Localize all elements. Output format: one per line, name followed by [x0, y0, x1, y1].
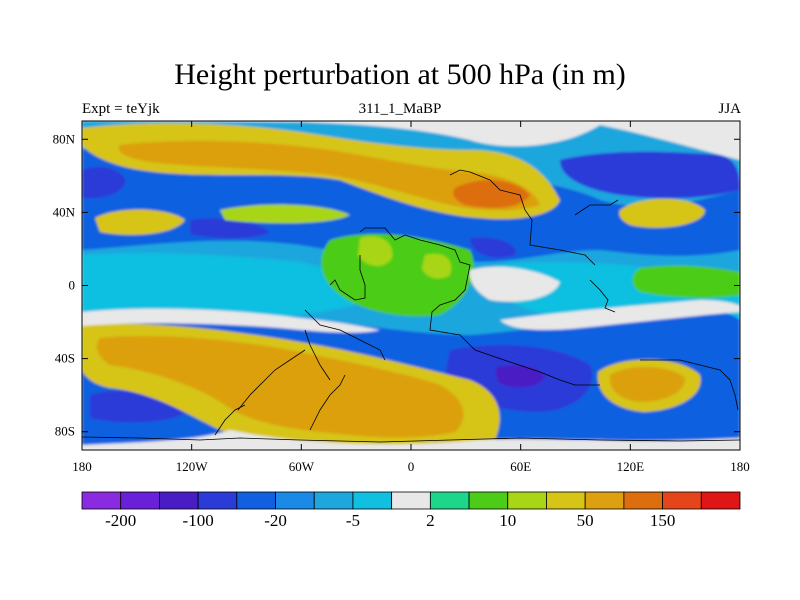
x-tick-label: 60W: [289, 459, 315, 474]
field-min-south: [495, 365, 545, 388]
colorbar-label: -20: [264, 511, 287, 530]
colorbar-box: [584, 491, 625, 510]
colorbar-box: [313, 491, 354, 510]
coastlines: [82, 169, 740, 443]
colorbar-label: -200: [105, 511, 136, 530]
colorbar-box: [507, 491, 547, 510]
field-strong-positive-south: [97, 335, 464, 438]
season-label: JJA: [718, 101, 741, 117]
colorbar-label: 150: [650, 511, 676, 530]
colorbar-box: [391, 491, 431, 510]
colorbar-label: 10: [499, 511, 516, 530]
axis-ticks: 180 120W 60W 0 60E 120E 180 80N 40N 0 40S 80S: [53, 121, 750, 474]
y-tick-label: 80N: [53, 131, 76, 146]
map-title: Height perturbation at 500 hPa (in m): [174, 58, 626, 91]
field-positive-tropics-core: [358, 236, 452, 279]
field-max-north: [453, 179, 530, 208]
x-tick-label: 180: [730, 459, 750, 474]
field-strong-positive-north: [118, 140, 540, 211]
field-strong-positive-south-pacific: [609, 367, 685, 402]
colorbar-box: [468, 491, 509, 510]
x-tick-label: 120W: [176, 459, 209, 474]
colorbar-label: 50: [577, 511, 594, 530]
colorbar-label: -100: [183, 511, 214, 530]
colorbar-box: [429, 491, 470, 510]
colorbar-box: [700, 491, 741, 510]
field-positive-west-cell: [95, 209, 185, 235]
colorbar-box: [275, 491, 315, 510]
y-tick-label: 40S: [55, 351, 75, 366]
colorbar-box: [352, 491, 393, 510]
colorbar-box: [197, 491, 238, 510]
field-neutral-north: [82, 121, 740, 160]
field-positive-pacific-cell: [619, 198, 705, 228]
colorbar-box: [546, 491, 586, 510]
field-neutral-band-south: [82, 300, 740, 333]
x-tick-label: 60E: [510, 459, 531, 474]
colorbar-box: [81, 491, 122, 510]
colorbar-box: [662, 491, 702, 510]
field-neutral-tropics: [469, 266, 560, 302]
colorbar-box: [120, 491, 160, 510]
y-tick-label: 80S: [55, 424, 75, 439]
field-neutral-antarctic: [82, 430, 740, 450]
y-tick-label: 40N: [53, 204, 76, 219]
x-tick-label: 0: [408, 459, 415, 474]
colorbar-label: 2: [426, 511, 435, 530]
x-tick-label: 120E: [617, 459, 645, 474]
x-tick-label: 180: [72, 459, 92, 474]
field-strong-negative-south: [90, 345, 593, 423]
field-weak-positive-tropics: [321, 233, 740, 317]
field-strong-negative-north: [82, 151, 740, 258]
y-tick-label: 0: [69, 278, 76, 293]
colorbar: -200 -100 -20 -5 2 10 50 150: [81, 491, 741, 530]
height-field: [82, 121, 740, 450]
colorbar-label: -5: [346, 511, 360, 530]
colorbar-box: [159, 491, 199, 510]
field-weak-negative-tropics: [82, 252, 740, 322]
period-label: 311_1_MaBP: [358, 101, 442, 117]
field-positive-atlantic-cell: [220, 204, 350, 224]
colorbar-box: [236, 491, 276, 510]
colorbar-box: [623, 491, 663, 510]
experiment-label: Expt = teYjk: [82, 101, 160, 117]
